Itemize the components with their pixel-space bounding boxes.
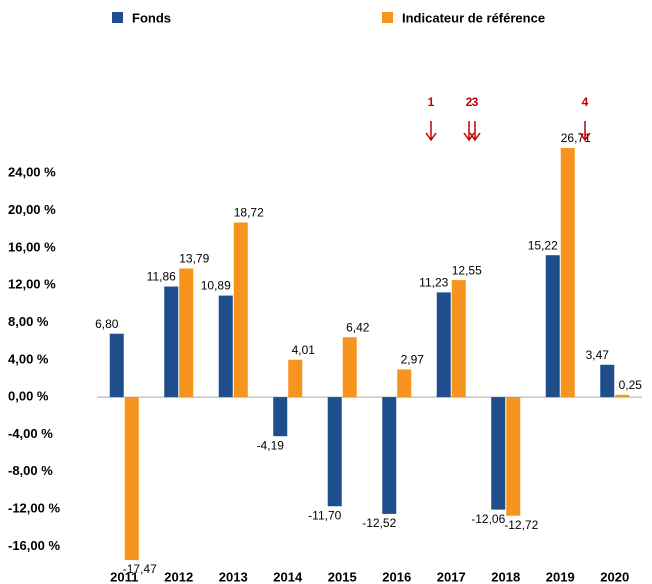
value-label: -12,06 (471, 512, 505, 526)
bar (506, 397, 521, 516)
annotation-label: 3 (472, 95, 479, 109)
bar (451, 280, 466, 398)
annotation-label: 2 (466, 95, 473, 109)
legend-label: Fonds (132, 10, 171, 25)
value-label: 6,42 (346, 320, 370, 334)
bar (124, 397, 139, 561)
annotation-arrow (469, 121, 481, 142)
value-label: 10,89 (201, 279, 231, 293)
bar (600, 364, 615, 398)
x-tick-label: 2020 (600, 569, 629, 584)
value-label: -17,47 (123, 562, 157, 576)
bar (109, 333, 124, 398)
value-label: 15,22 (528, 238, 558, 252)
legend-label: Indicateur de référence (402, 10, 545, 25)
value-label: 3,47 (586, 348, 610, 362)
value-label: 12,55 (452, 263, 482, 277)
bar (273, 397, 288, 437)
bar (382, 397, 397, 514)
bar (560, 148, 575, 398)
y-tick-label: -12,00 % (8, 500, 60, 515)
x-tick-label: 2013 (219, 569, 248, 584)
value-label: -11,70 (308, 508, 341, 522)
bar (436, 292, 451, 398)
y-tick-label: 24,00 % (8, 165, 56, 180)
bar (233, 222, 248, 398)
legend-swatch (382, 12, 393, 23)
bar (218, 295, 233, 398)
bar (288, 359, 303, 398)
value-label: -4,19 (257, 438, 285, 452)
x-tick-label: 2017 (437, 569, 466, 584)
x-tick-label: 2015 (328, 569, 357, 584)
bar (615, 394, 630, 398)
x-tick-label: 2019 (546, 569, 575, 584)
y-tick-label: -16,00 % (8, 538, 60, 553)
y-tick-label: -4,00 % (8, 426, 53, 441)
bar (327, 397, 342, 507)
bar (397, 369, 412, 398)
value-label: -12,52 (362, 516, 396, 530)
bar (545, 255, 560, 398)
value-label: 13,79 (179, 252, 209, 266)
value-label: 18,72 (234, 206, 264, 220)
annotation-arrow (425, 121, 437, 142)
y-tick-label: 0,00 % (8, 389, 49, 404)
value-label: 2,97 (401, 353, 425, 367)
bar (491, 397, 506, 510)
value-label: 6,80 (95, 317, 119, 331)
bar (342, 337, 357, 398)
annotation-label: 1 (428, 95, 435, 109)
value-label: 26,71 (561, 131, 591, 145)
bar (179, 268, 194, 398)
x-tick-label: 2014 (273, 569, 303, 584)
y-tick-label: -8,00 % (8, 463, 53, 478)
x-tick-label: 2016 (382, 569, 411, 584)
y-tick-label: 8,00 % (8, 314, 49, 329)
y-tick-label: 12,00 % (8, 277, 56, 292)
x-tick-label: 2018 (491, 569, 520, 584)
x-tick-label: 2012 (164, 569, 193, 584)
x-tick-label: 2011 (110, 569, 138, 584)
value-label: 11,23 (419, 276, 448, 290)
annotation-label: 4 (582, 95, 589, 109)
y-tick-label: 16,00 % (8, 239, 56, 254)
value-label: 4,01 (292, 343, 316, 357)
legend-swatch (112, 12, 123, 23)
value-label: -12,72 (504, 518, 538, 532)
value-label: 11,86 (147, 270, 176, 284)
y-tick-label: 20,00 % (8, 202, 56, 217)
annotation-arrow (579, 121, 591, 142)
value-label: 0,25 (619, 378, 643, 392)
y-tick-label: 4,00 % (8, 351, 49, 366)
bar (164, 286, 179, 398)
